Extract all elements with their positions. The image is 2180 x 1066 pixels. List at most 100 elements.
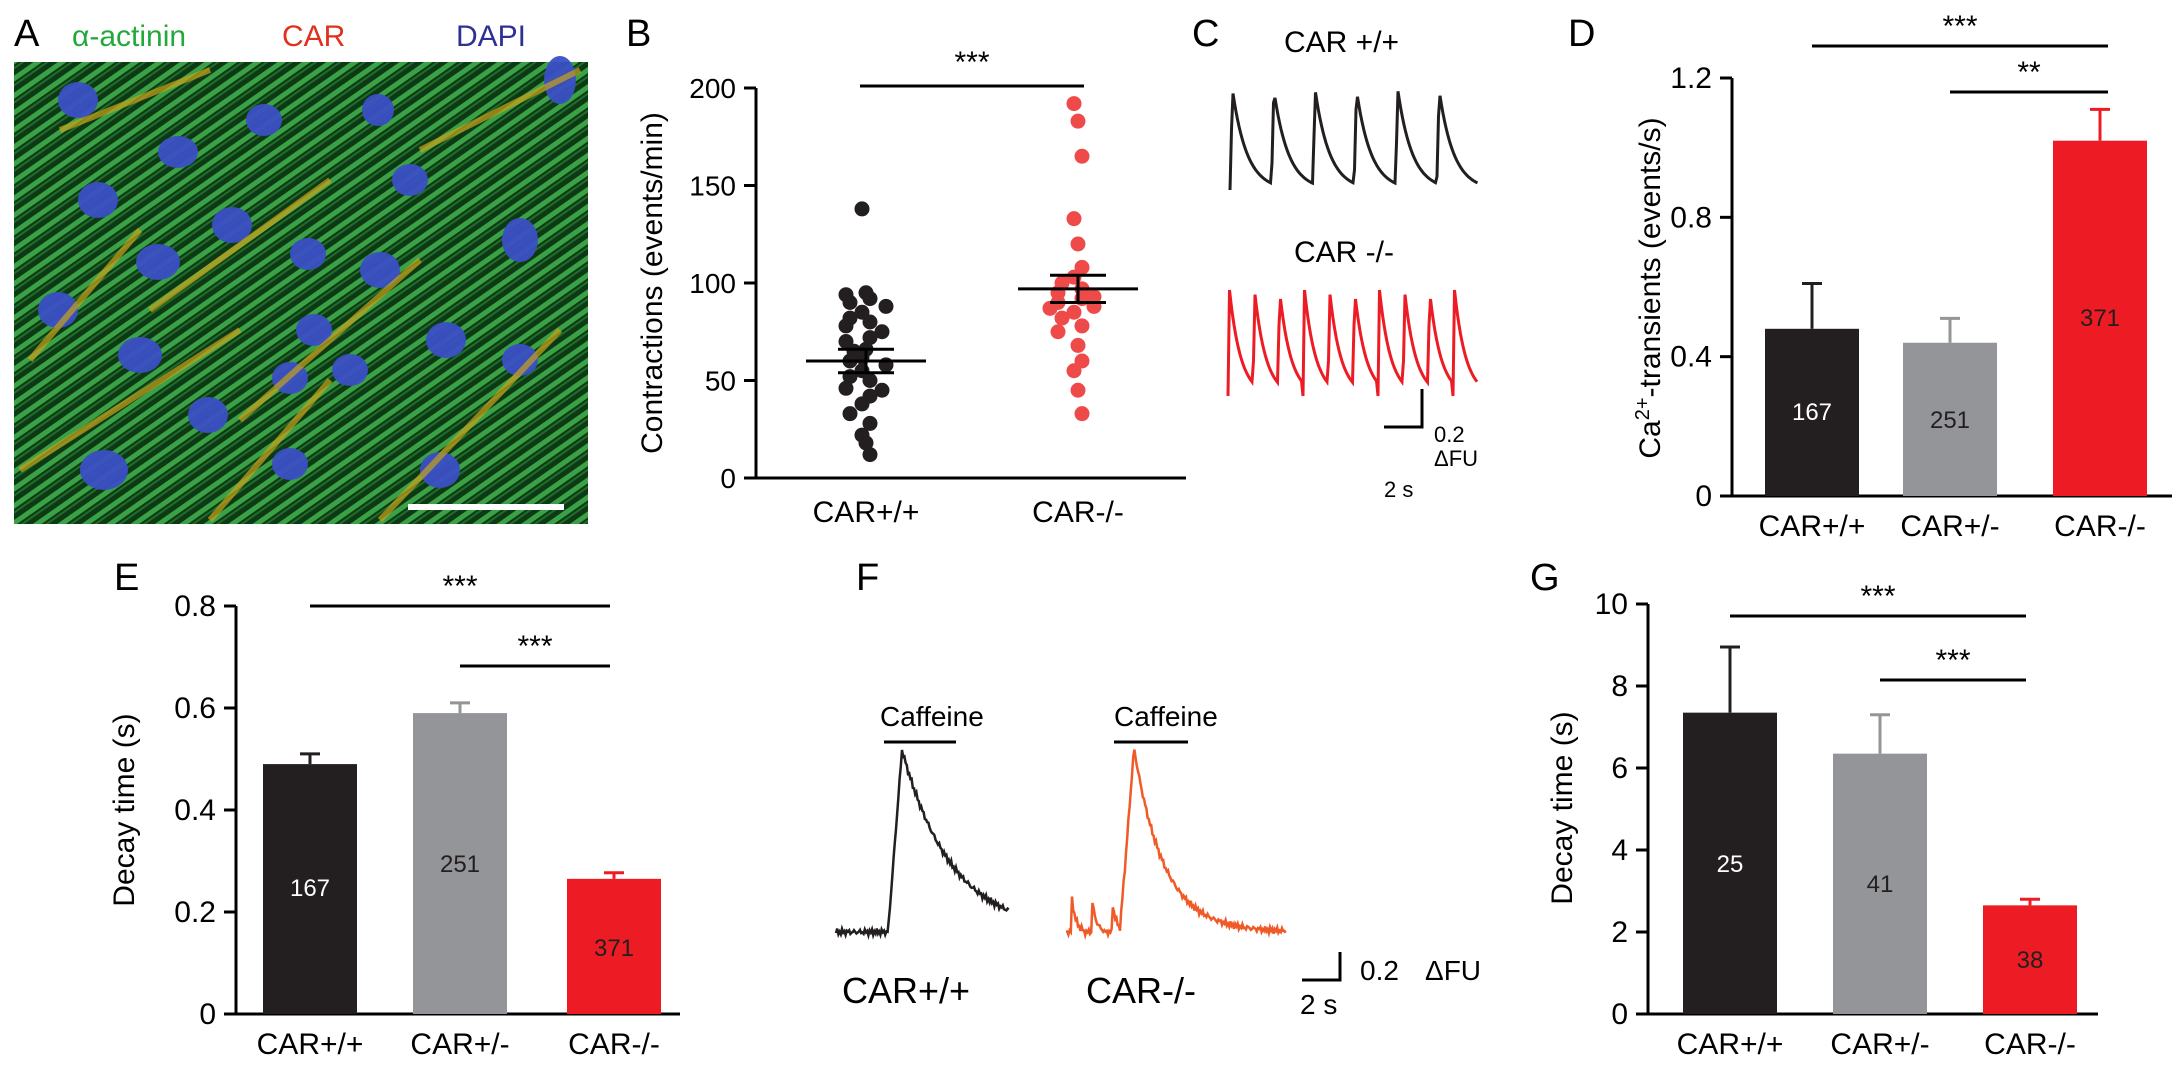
y-tick-label: 0.8	[1670, 201, 1712, 234]
data-point	[858, 435, 874, 451]
caffeine-trace-wt	[834, 749, 1010, 941]
y-tick-label: 4	[1611, 834, 1628, 867]
nucleus	[272, 448, 308, 480]
panel-letter-d: D	[1568, 13, 1595, 55]
panel-letter-f: F	[856, 557, 879, 599]
significance-label: ***	[517, 630, 552, 663]
y-axis-label: Decay time (s)	[108, 713, 141, 906]
data-point	[842, 406, 858, 422]
nucleus	[360, 252, 400, 288]
y-tick-label: 0	[199, 998, 216, 1031]
chart-b: 0 50 100 150 200 Contractions (events/min) CAR…	[636, 46, 1186, 529]
y-tick-label: 0	[720, 463, 736, 494]
trace-label-f-wt: CAR+/+	[842, 970, 970, 1011]
nucleus	[188, 397, 228, 433]
x-tick-label: CAR+/+	[257, 1028, 364, 1061]
calcium-trace-ko	[1226, 289, 1479, 397]
panel-f: F Caffeine Caffeine CAR+/+ CAR-/- 0.2 ΔF…	[834, 557, 1481, 1020]
x-tick-label: CAR+/-	[1900, 510, 1999, 543]
nucleus	[80, 450, 128, 490]
nucleus	[136, 244, 180, 280]
panel-e: E 0 0.2 0.4 0.6 0.8 Decay time (s) 167 CAR+/+ 25…	[108, 557, 680, 1061]
data-point	[862, 447, 878, 463]
data-point	[862, 314, 878, 330]
n-label: 38	[2017, 947, 2044, 974]
car-junction	[18, 327, 242, 473]
data-point	[1070, 236, 1086, 252]
nucleus	[502, 344, 538, 376]
data-point	[1054, 310, 1070, 326]
y-tick-label: 0.4	[1670, 341, 1712, 374]
significance-label: **	[2017, 56, 2041, 89]
micrograph-image	[14, 56, 588, 524]
significance-label: ***	[1935, 644, 1970, 677]
scale-bar-c-time: 2 s	[1384, 477, 1413, 502]
data-point	[1074, 406, 1090, 422]
calcium-trace-wt	[1228, 91, 1479, 191]
y-axis-label: Contractions (events/min)	[636, 112, 669, 454]
car-junction	[238, 257, 422, 423]
data-point	[862, 330, 878, 346]
n-label: 41	[1867, 871, 1894, 898]
bar	[1833, 753, 1927, 1014]
data-point	[838, 318, 854, 334]
scale-bar-f-unit: ΔFU	[1425, 955, 1481, 986]
data-point	[874, 382, 890, 398]
scale-bar-f-time: 2 s	[1300, 989, 1337, 1020]
y-axis-label: Decay time (s)	[1546, 711, 1579, 904]
caffeine-trace-ko	[1065, 749, 1287, 941]
nucleus	[426, 322, 466, 358]
n-label: 251	[440, 851, 480, 878]
data-point	[854, 201, 870, 217]
data-point	[854, 396, 870, 412]
bar	[1903, 342, 1997, 496]
data-point	[1066, 363, 1082, 379]
scale-bar-c: 0.2 ΔFU 2 s	[1384, 389, 1478, 502]
n-label: 167	[290, 875, 330, 902]
trace-label-ko: CAR -/-	[1294, 236, 1394, 269]
y-axis-label: Ca2+-transients (events/s)	[1632, 117, 1667, 458]
data-point	[878, 298, 894, 314]
car-junction	[207, 378, 333, 522]
bar	[1683, 712, 1777, 1014]
y-tick-label: 0.6	[174, 692, 216, 725]
n-label: 25	[1717, 851, 1744, 878]
data-point	[1066, 304, 1082, 320]
y-tick-label: 0	[1611, 998, 1628, 1031]
nucleus	[290, 238, 326, 270]
car-junction	[418, 67, 582, 153]
trace-label-f-ko: CAR-/-	[1086, 970, 1196, 1011]
y-tick-label: 8	[1611, 670, 1628, 703]
nucleus	[362, 94, 394, 126]
data-point	[842, 295, 858, 310]
x-tick-label: CAR+/+	[1759, 510, 1866, 543]
nucleus	[212, 207, 252, 243]
data-point	[1050, 324, 1066, 340]
panel-a: A α-actinin CAR DAPI	[14, 13, 588, 524]
bar	[567, 878, 661, 1014]
bar	[1765, 328, 1859, 496]
panel-letter-a: A	[14, 13, 40, 55]
n-label: 251	[1930, 407, 1970, 434]
bar	[2053, 140, 2147, 496]
y-tick-label: 2	[1611, 916, 1628, 949]
x-tick-label: CAR+/+	[813, 496, 920, 529]
y-tick-label: 100	[689, 268, 736, 299]
significance-label: ***	[442, 570, 477, 603]
car-junction	[377, 327, 563, 523]
caffeine-label-ko: Caffeine	[1114, 701, 1218, 732]
x-tick-label: CAR-/-	[568, 1028, 660, 1061]
panel-letter-b: B	[626, 13, 651, 55]
significance-label: ***	[1942, 10, 1977, 43]
x-tick-label: CAR+/-	[410, 1028, 509, 1061]
nucleus	[246, 104, 282, 136]
car-junction	[58, 67, 212, 133]
bar	[413, 713, 507, 1014]
data-point	[1074, 148, 1090, 164]
y-tick-label: 10	[1595, 588, 1628, 621]
x-tick-label: CAR-/-	[1032, 496, 1124, 529]
stain-label-car: CAR	[282, 20, 345, 53]
stain-label-actinin: α-actinin	[72, 20, 186, 53]
